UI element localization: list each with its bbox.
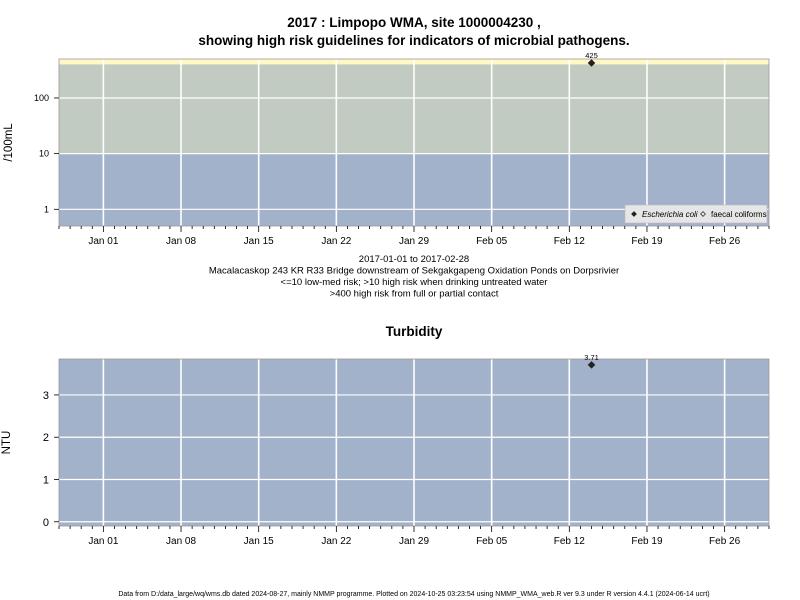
y-axis-label: NTU — [1, 431, 13, 455]
y-tick-label: 100 — [34, 93, 49, 103]
y-tick-label: 0 — [43, 517, 49, 529]
turbidity-title: Turbidity — [386, 324, 443, 339]
x-tick-label: Feb 05 — [476, 236, 508, 247]
x-tick-label: Jan 22 — [321, 236, 351, 247]
data-point — [587, 59, 596, 67]
x-tick-label: Jan 15 — [244, 536, 274, 547]
legend-marker — [631, 211, 637, 217]
caption-line: >400 high risk from full or partial cont… — [330, 289, 499, 300]
y-tick-label: 1 — [44, 204, 49, 214]
x-tick-label: Jan 08 — [166, 536, 196, 547]
turbidity-panel: Jan 01 Jan 08 Jan 15 Jan 22 Jan 29 Feb 05 Feb … — [1, 353, 770, 547]
y-axis-label: /100mL — [3, 123, 15, 162]
x-tick-label: Jan 29 — [399, 236, 429, 247]
legend: Escherichia coli faecal coliforms — [624, 204, 768, 224]
caption-line: <=10 low-med risk; >10 high risk when dr… — [281, 277, 548, 288]
data-label: 3.71 — [584, 353, 599, 362]
data-label: 425 — [585, 51, 598, 60]
x-tick-label: Jan 08 — [166, 236, 196, 247]
chart-title-line1: 2017 : Limpopo WMA, site 1000004230 , — [287, 15, 541, 30]
x-tick-label: Feb 12 — [554, 536, 586, 547]
x-tick-label: Feb 05 — [476, 536, 508, 547]
x-tick-label: Feb 19 — [631, 536, 663, 547]
legend-label: Escherichia coli — [642, 210, 698, 219]
x-tick-label: Jan 22 — [321, 536, 351, 547]
y-tick-label: 10 — [39, 149, 49, 159]
chart-title-line2: showing high risk guidelines for indicat… — [198, 33, 629, 48]
pathogen-panel: Jan 01 Jan 08 Jan 15 Jan 22 Jan 29 Feb 05 Feb … — [3, 51, 770, 247]
legend-box — [624, 204, 768, 224]
legend-marker — [700, 211, 706, 217]
caption-line: Macalacaskop 243 KR R33 Bridge downstrea… — [209, 266, 619, 277]
y-tick-label: 2 — [43, 432, 49, 444]
y-tick-label: 3 — [43, 390, 49, 402]
y-tick-label: 1 — [43, 474, 49, 486]
x-tick-label: Feb 26 — [709, 236, 741, 247]
data-point — [587, 361, 596, 369]
x-tick-label: Jan 15 — [244, 236, 274, 247]
x-tick-label: Jan 29 — [399, 536, 429, 547]
caption-line: 2017-01-01 to 2017-02-28 — [359, 254, 469, 265]
x-tick-label: Jan 01 — [88, 536, 118, 547]
legend-label: faecal coliforms — [711, 210, 767, 219]
x-tick-label: Jan 01 — [88, 236, 118, 247]
x-tick-label: Feb 26 — [709, 536, 741, 547]
x-tick-label: Feb 19 — [631, 236, 663, 247]
footer-note: Data from D:/data_large/wq/wms.db dated … — [118, 591, 709, 598]
x-tick-label: Feb 12 — [554, 236, 586, 247]
